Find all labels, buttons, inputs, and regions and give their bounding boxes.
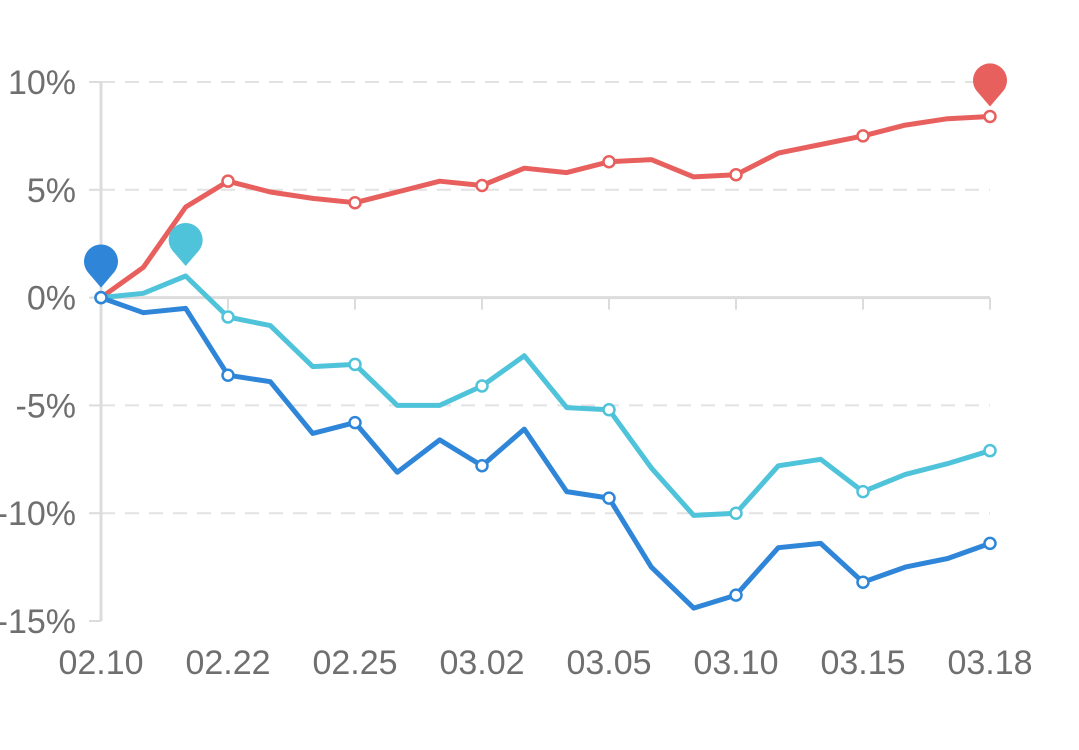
series-line-1 [98, 273, 993, 518]
series-1-point-1 [221, 310, 235, 324]
y-axis-tick-labels: 10% 5% 0% -5% -10% -15% [0, 64, 76, 641]
axes [89, 81, 991, 622]
series-0-point-1 [221, 174, 235, 188]
series-2-point-3 [475, 459, 489, 473]
series-1-point-4 [602, 402, 616, 417]
series-0-point-4 [602, 155, 616, 169]
series-2-point-6 [856, 575, 870, 589]
series-line-0 [98, 114, 993, 301]
series-2-pin-icon [84, 244, 118, 288]
series-1-point-2 [348, 357, 362, 372]
series-2-point-7 [983, 536, 997, 551]
y-tick-label-5: -15% [0, 603, 76, 641]
series-2-point-5 [729, 588, 743, 602]
y-tick-label-2: 0% [27, 280, 76, 318]
series-0-pin-icon [973, 63, 1007, 107]
series-1-pin-icon [168, 222, 203, 267]
series-1-point-3 [475, 379, 489, 393]
y-tick-label-3: -5% [16, 387, 76, 425]
series-markers [94, 109, 997, 602]
series-lines [98, 114, 993, 611]
x-tick-label-3: 03.02 [439, 644, 524, 682]
series-line-2 [98, 295, 993, 611]
series-2-point-2 [348, 415, 362, 430]
x-tick-label-0: 02.10 [58, 644, 143, 682]
series-0-point-5 [729, 167, 743, 182]
y-tick-label-1: 5% [27, 172, 76, 210]
grid-lines [101, 81, 990, 515]
x-tick-label-5: 03.10 [693, 644, 778, 682]
x-tick-label-6: 03.15 [820, 644, 905, 682]
series-2-point-4 [602, 491, 616, 505]
series-0-point-6 [856, 129, 870, 143]
y-tick-label-4: -10% [0, 495, 76, 533]
series-1-point-5 [729, 506, 743, 520]
x-tick-label-7: 03.18 [947, 644, 1032, 682]
series-pins [84, 63, 1007, 288]
series-2-point-0 [94, 290, 108, 305]
series-2-point-1 [221, 368, 235, 382]
x-tick-label-4: 03.05 [566, 644, 651, 682]
series-1-point-7 [983, 443, 997, 458]
x-tick-label-1: 02.22 [185, 644, 270, 682]
series-0-point-7 [983, 109, 997, 124]
y-tick-label-0: 10% [8, 64, 76, 102]
series-1-point-6 [856, 484, 870, 499]
x-tick-label-2: 02.25 [312, 644, 397, 682]
x-axis-tick-labels: 02.10 02.22 02.25 03.02 03.05 03.10 03.15 03.18 [58, 644, 1032, 682]
series-0-point-3 [475, 178, 489, 193]
series-0-point-2 [348, 195, 362, 210]
